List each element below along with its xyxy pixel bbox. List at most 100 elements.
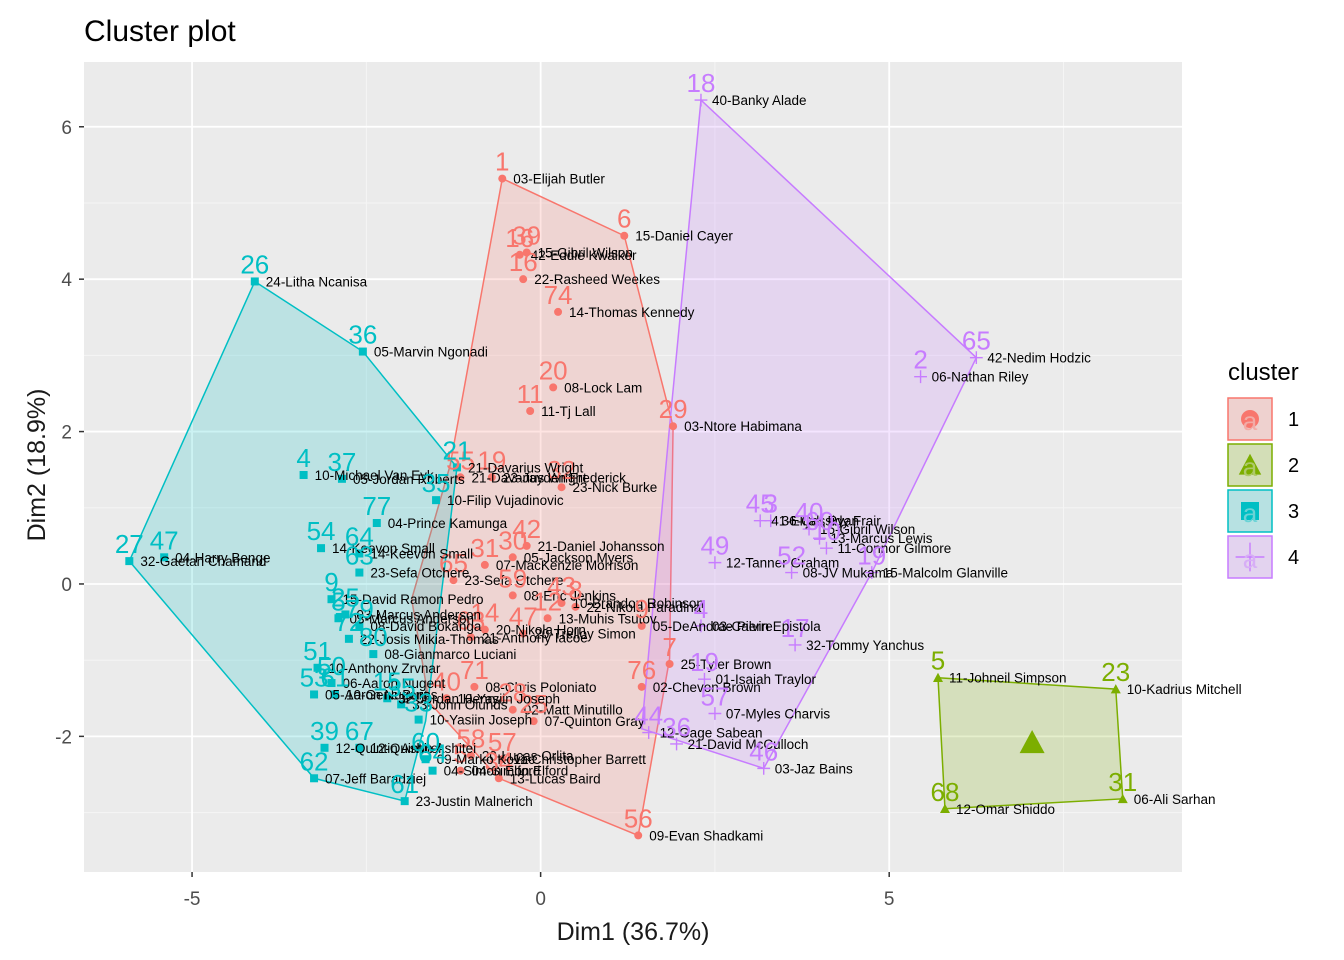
- point-number-label: 9: [634, 594, 648, 624]
- point-number-label: 63: [345, 541, 374, 571]
- point-name-label: 03-Marcus Anderson: [349, 611, 474, 626]
- point-number-label: 28: [498, 678, 527, 708]
- legend-title: cluster: [1228, 359, 1299, 386]
- legend-symbol-letter: a: [1243, 406, 1258, 436]
- cluster-1-point: [456, 766, 465, 775]
- point-number-label: 59: [498, 563, 527, 593]
- point-number-label: 7: [662, 632, 676, 662]
- cluster-3-point: [330, 690, 339, 699]
- point-number-label: 79: [345, 594, 374, 624]
- point-name-label: 12-Omar Shiddo: [956, 802, 1055, 817]
- cluster-4-point: [820, 541, 833, 555]
- legend-symbol-4: [1235, 542, 1265, 572]
- cluster-3-point: [299, 471, 308, 480]
- point-name-label: 08-JV Mukama: [803, 566, 894, 581]
- cluster-1-point: [554, 307, 563, 316]
- cluster-1-point: [487, 473, 496, 482]
- cluster-3-point: [125, 557, 134, 566]
- point-name-label: 22-Nikola Paradina: [586, 600, 701, 615]
- point-number-label: 9: [324, 567, 338, 597]
- point-name-label: 23-Sefa Otchere: [464, 573, 563, 588]
- cluster-4-point: [788, 638, 802, 652]
- point-name-label: 32-Tommy Yanchus: [806, 638, 924, 653]
- point-number-label: 16: [509, 247, 538, 277]
- cluster-1-point: [543, 614, 552, 623]
- point-number-label: 55: [446, 445, 475, 475]
- point-number-label: 39: [310, 716, 339, 746]
- cluster-4-point: [865, 566, 879, 579]
- cluster-3-point: [327, 595, 336, 604]
- point-number-label: 11: [517, 379, 544, 409]
- point-number-label: 3: [763, 489, 777, 519]
- point-name-label: 20-Trelloy Simon: [534, 626, 636, 641]
- point-name-label: 10-Gene Burns: [346, 687, 438, 702]
- point-number-label: 20: [539, 355, 568, 385]
- cluster-1-point: [456, 473, 465, 482]
- cluster-4-point: [694, 93, 708, 107]
- cluster-3-point: [421, 755, 430, 764]
- point-number-label: 31: [1108, 767, 1137, 797]
- point-number-label: 61: [390, 769, 419, 799]
- point-name-label: 03-Calvin Epistola: [712, 619, 821, 634]
- cluster-4-point: [764, 514, 778, 528]
- cluster-1-point: [466, 751, 475, 760]
- point-name-label: 32-Jordan Henry: [398, 691, 499, 706]
- cluster-1-point: [515, 250, 524, 259]
- point-name-label: 20-Nikola Horn: [496, 623, 586, 638]
- cluster-1-point: [529, 717, 538, 726]
- point-name-label: 23-Nick Burke: [573, 480, 658, 495]
- point-name-label: 42-Eddie Kwalker: [531, 248, 637, 263]
- point-number-label: 25: [519, 689, 548, 719]
- cluster-3-point: [355, 568, 364, 577]
- y-axis-title: Dim2 (18.9%): [23, 389, 51, 542]
- cluster-3-point: [358, 347, 367, 356]
- point-name-label: 23-Jayden Frederick: [503, 470, 626, 485]
- point-name-label: 03-Elijah Butler: [513, 172, 605, 187]
- legend-symbol-letter: a: [1243, 498, 1258, 528]
- cluster-1-point: [665, 659, 674, 668]
- point-number-label: 64: [345, 521, 374, 551]
- point-number-label: 26: [240, 249, 269, 279]
- point-number-label: 23: [1101, 657, 1130, 687]
- point-number-label: 25: [331, 582, 360, 612]
- cluster-1-point: [669, 422, 678, 431]
- point-number-label: 47: [509, 601, 538, 631]
- point-name-label: 08-Eric Jenkins: [524, 588, 617, 603]
- cluster-2-point: [939, 803, 950, 814]
- point-name-label: 06-Aaron Nugent: [342, 676, 445, 691]
- point-name-label: 23-Justin Malnerich: [416, 794, 533, 809]
- point-number-label: 64: [418, 739, 447, 769]
- point-number-label: 56: [624, 803, 653, 833]
- cluster-1-point: [508, 553, 517, 562]
- point-name-label: 07-MacKenzie Morrison: [496, 558, 639, 573]
- point-number-label: 40: [795, 497, 824, 527]
- cluster-1-point: [522, 541, 531, 550]
- point-number-label: 53: [300, 662, 329, 692]
- cluster-4-point: [914, 370, 927, 384]
- point-name-label: 01-Isaiah Traylor: [715, 672, 816, 687]
- legend-label-3: 3: [1288, 501, 1299, 523]
- cluster-1-point: [449, 576, 458, 585]
- cluster-4-point: [670, 737, 683, 751]
- y-tick-label: 2: [61, 423, 72, 444]
- cluster-points: [125, 93, 1128, 840]
- point-number-label: 30: [498, 525, 527, 555]
- point-name-label: 41-Elijah Ryan: [771, 514, 859, 529]
- point-name-label: 13-Marcus Lewis: [830, 531, 932, 546]
- point-number-label: 39: [512, 220, 541, 250]
- point-number-label: 5: [453, 739, 467, 769]
- cluster-1-point: [480, 560, 489, 569]
- point-number-label: 67: [345, 716, 374, 746]
- cluster-3-hull: [128, 280, 458, 803]
- cluster-4-point: [813, 531, 826, 545]
- point-number-label: 36: [662, 712, 691, 742]
- cluster-3-point: [452, 463, 461, 472]
- point-name-label: 11-Tj Lall: [541, 404, 596, 419]
- point-name-label: 12-Quintin Ashitei: [336, 741, 442, 756]
- point-number-label: 54: [307, 516, 336, 546]
- cluster-1-point: [637, 621, 646, 630]
- point-number-label: 60: [411, 727, 440, 757]
- cluster-3-point: [400, 797, 409, 806]
- x-tick-label: 5: [884, 889, 895, 910]
